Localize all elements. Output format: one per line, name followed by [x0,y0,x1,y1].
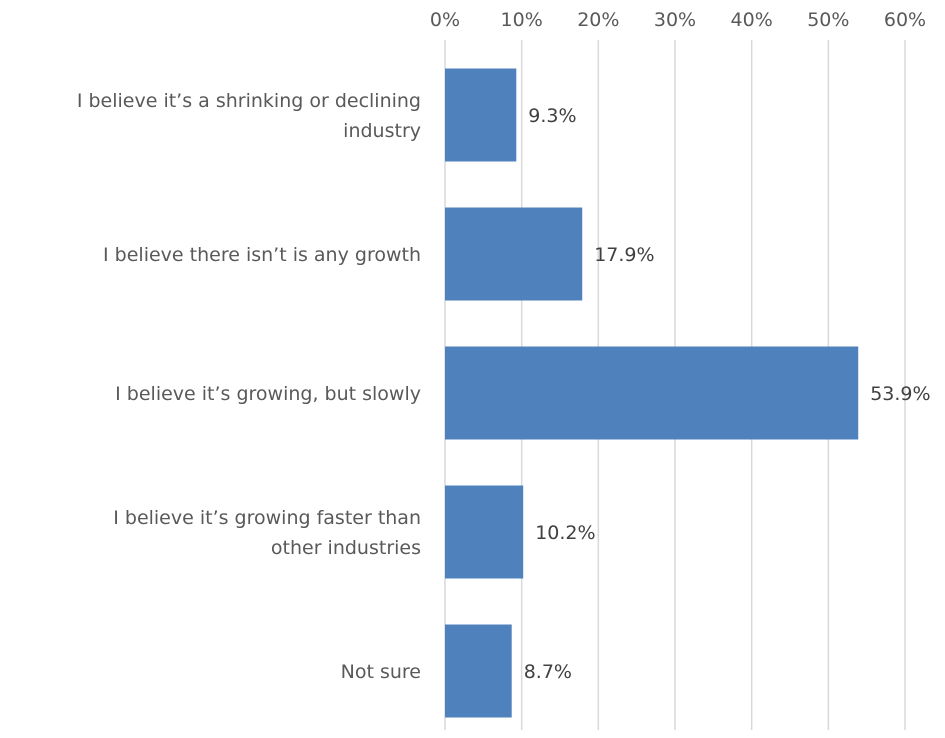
category-label: I believe it’s growing, but slowly [115,383,421,405]
category-label: other industries [271,537,421,559]
data-label: 17.9% [594,244,654,266]
bar [445,207,583,301]
x-tick-label: 30% [654,9,696,31]
category-label: I believe it’s growing faster than [113,507,421,529]
category-label: industry [343,120,421,142]
x-tick-label: 50% [807,9,849,31]
data-label: 53.9% [870,383,930,405]
bar [445,346,859,440]
x-tick-label: 60% [884,9,926,31]
bar [445,485,524,579]
bar [445,624,512,718]
x-tick-label: 20% [577,9,619,31]
x-tick-label: 10% [501,9,543,31]
x-tick-label: 40% [731,9,773,31]
data-label: 10.2% [535,522,595,544]
category-label: Not sure [341,661,421,683]
data-label: 9.3% [528,105,576,127]
category-label: I believe it’s a shrinking or declining [77,90,421,112]
x-tick-label: 0% [430,9,460,31]
data-label: 8.7% [524,661,572,683]
category-label: I believe there isn’t is any growth [103,244,421,266]
bar [445,68,517,162]
